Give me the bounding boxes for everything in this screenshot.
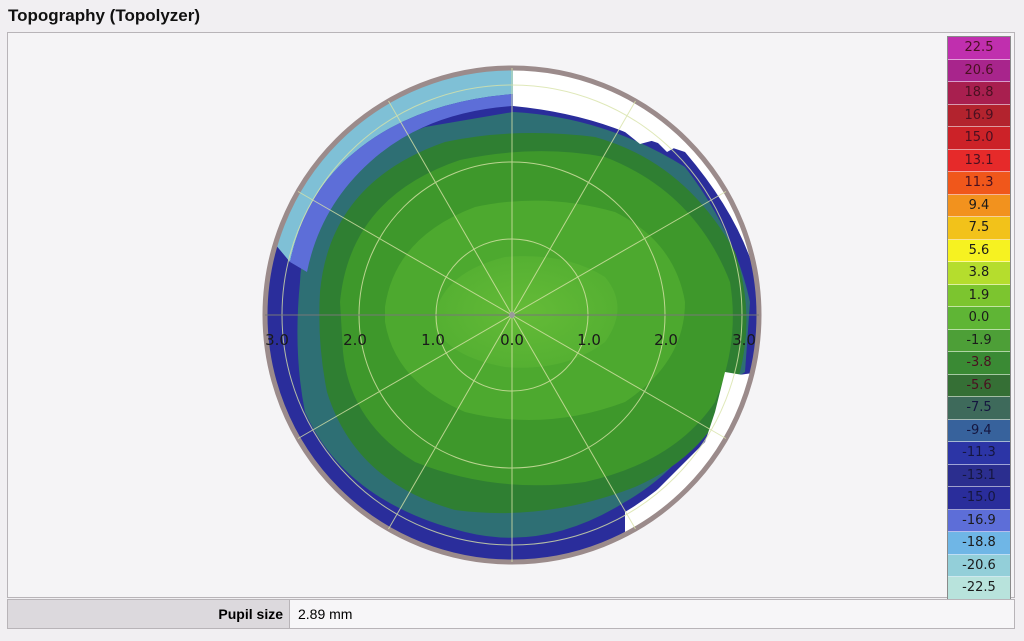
legend-swatch: -16.9 bbox=[948, 509, 1010, 533]
legend-swatch: -20.6 bbox=[948, 554, 1010, 578]
axis-label-right-2: 2.0 bbox=[654, 331, 678, 349]
legend-swatch: -18.8 bbox=[948, 532, 1010, 555]
axis-label-center: 0.0 bbox=[500, 331, 524, 349]
legend-swatch: -11.3 bbox=[948, 442, 1010, 465]
axis-label-right-3: 3.0 bbox=[732, 331, 756, 349]
legend-swatch: 3.8 bbox=[948, 262, 1010, 285]
legend-swatch: -1.9 bbox=[948, 329, 1010, 353]
legend-swatch: -13.1 bbox=[948, 464, 1010, 488]
legend-swatch: -22.5 bbox=[948, 577, 1010, 600]
legend-swatch: 9.4 bbox=[948, 194, 1010, 218]
axis-label-right-1: 1.0 bbox=[577, 331, 601, 349]
axis-label-left-3: 3.0 bbox=[265, 331, 289, 349]
legend-swatch: -7.5 bbox=[948, 397, 1010, 420]
center-dot bbox=[509, 312, 515, 318]
topography-map: 3.0 2.0 1.0 0.0 1.0 2.0 3.0 bbox=[245, 32, 785, 572]
legend-swatch: -3.8 bbox=[948, 352, 1010, 375]
legend-swatch: 11.3 bbox=[948, 172, 1010, 195]
legend-swatch: -9.4 bbox=[948, 419, 1010, 443]
legend-swatch: -15.0 bbox=[948, 487, 1010, 510]
legend-swatch: -5.6 bbox=[948, 374, 1010, 398]
legend-swatch: 18.8 bbox=[948, 82, 1010, 105]
legend-swatch: 5.6 bbox=[948, 239, 1010, 263]
legend-swatch: 7.5 bbox=[948, 217, 1010, 240]
legend-swatch: 1.9 bbox=[948, 284, 1010, 308]
page-title: Topography (Topolyzer) bbox=[8, 6, 201, 25]
axis-label-left-2: 2.0 bbox=[343, 331, 367, 349]
map-fill bbox=[266, 69, 758, 561]
legend-swatch: 16.9 bbox=[948, 104, 1010, 128]
legend-swatch: 20.6 bbox=[948, 59, 1010, 83]
legend-swatch: 13.1 bbox=[948, 149, 1010, 173]
legend-swatch: 15.0 bbox=[948, 127, 1010, 150]
pupil-size-row: Pupil size 2.89 mm bbox=[7, 599, 1015, 629]
color-scale-legend: 22.5 20.6 18.8 16.9 15.0 13.1 11.3 9.4 7.5 5.6 3.8… bbox=[947, 36, 1011, 601]
pupil-size-label: Pupil size bbox=[8, 600, 290, 628]
pupil-size-value: 2.89 mm bbox=[298, 606, 353, 622]
legend-swatch: 22.5 bbox=[948, 37, 1010, 60]
axis-label-left-1: 1.0 bbox=[421, 331, 445, 349]
topography-map-svg: 3.0 2.0 1.0 0.0 1.0 2.0 3.0 bbox=[262, 65, 762, 565]
legend-swatch: 0.0 bbox=[948, 307, 1010, 330]
